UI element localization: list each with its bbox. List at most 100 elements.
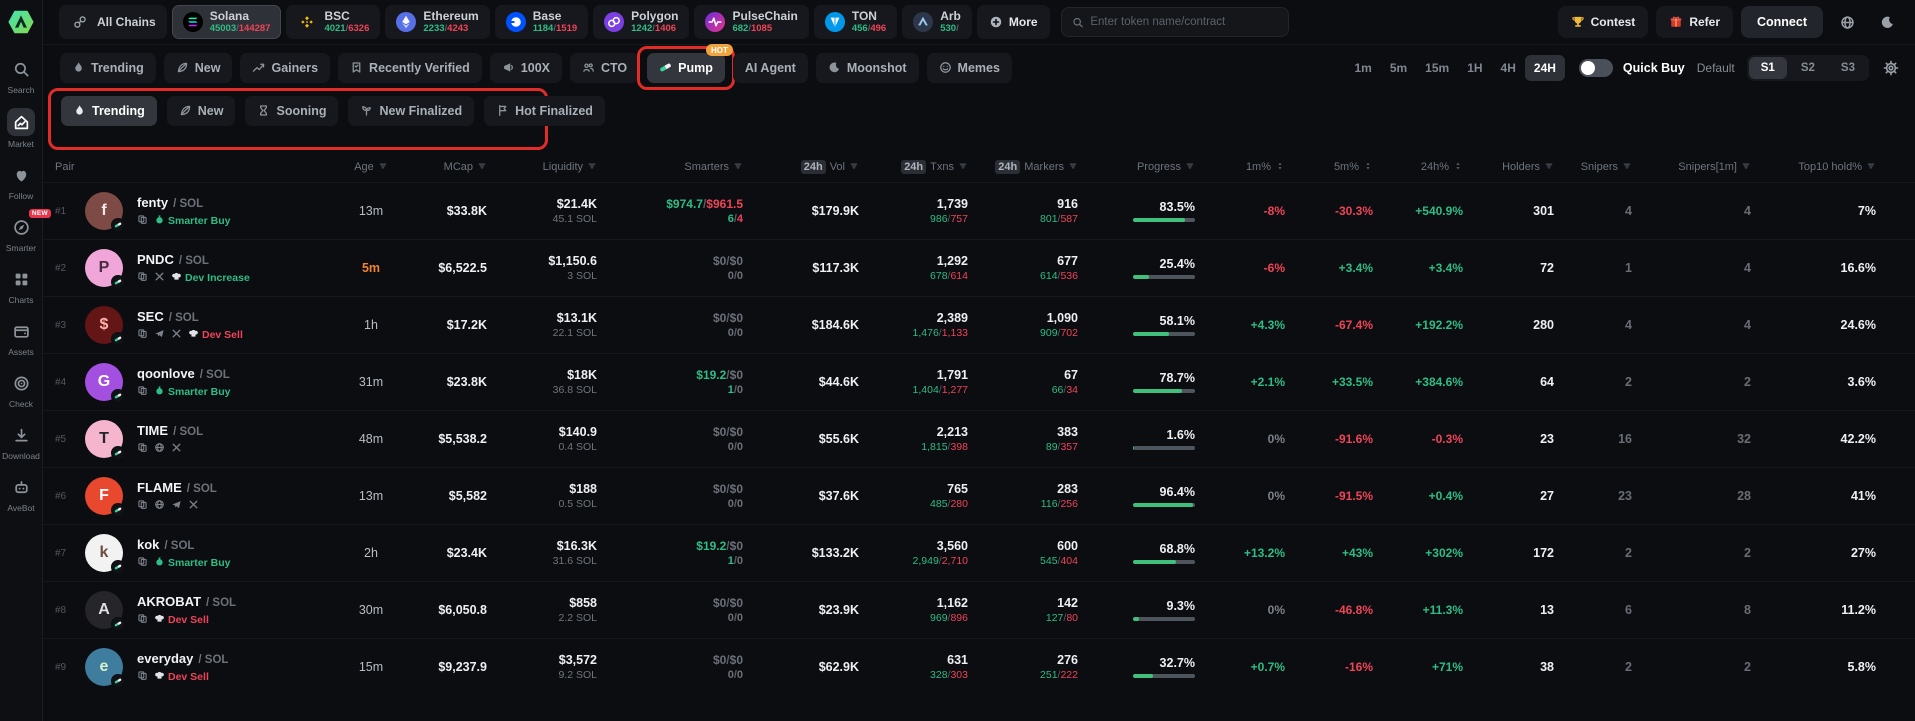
subtab-sooning[interactable]: Sooning xyxy=(245,96,339,126)
chain-tab-arb[interactable]: Arb 530/ xyxy=(902,5,972,39)
timeframe-15m[interactable]: 15m xyxy=(1425,61,1450,75)
token-avatar[interactable]: P xyxy=(85,249,137,289)
token-links[interactable]: Dev Sell xyxy=(137,328,337,341)
token-avatar[interactable]: $ xyxy=(85,306,137,346)
sidebar-item-check[interactable]: Check xyxy=(2,370,40,409)
sidebar-item-follow[interactable]: Follow xyxy=(2,162,40,201)
copy-icon[interactable] xyxy=(137,442,148,455)
token-name[interactable]: qoonlove xyxy=(137,366,195,382)
copy-icon[interactable] xyxy=(137,328,148,341)
language-button[interactable] xyxy=(1831,6,1863,38)
copy-icon[interactable] xyxy=(137,271,148,284)
token-links[interactable]: Dev Increase xyxy=(137,271,337,284)
token-links[interactable]: Smarter Buy xyxy=(137,214,337,227)
ave-logo-icon[interactable] xyxy=(7,8,35,36)
tab-moonshot[interactable]: Moonshot xyxy=(815,53,919,83)
filter-funnel-icon[interactable] xyxy=(1544,161,1554,173)
contest-button[interactable]: Contest xyxy=(1557,6,1649,38)
column-header-smarters[interactable]: Smarters xyxy=(597,161,743,173)
speed-preset-s1[interactable]: S1 xyxy=(1748,57,1787,79)
timeframe-1h[interactable]: 1H xyxy=(1467,61,1483,75)
token-links[interactable] xyxy=(137,499,337,512)
column-header-snipers[interactable]: Snipers xyxy=(1554,161,1632,173)
x-icon[interactable] xyxy=(188,499,199,512)
subtab-trending[interactable]: Trending xyxy=(61,96,157,126)
tg-icon[interactable] xyxy=(154,328,165,341)
search-input[interactable] xyxy=(1090,16,1278,28)
speed-preset-s2[interactable]: S2 xyxy=(1800,62,1815,74)
table-row[interactable]: #7 k kok / SOL Smarter Buy 2h $23.4K $16… xyxy=(43,524,1915,581)
token-name[interactable]: kok xyxy=(137,537,160,553)
token-avatar[interactable]: A xyxy=(85,591,137,631)
subtab-new-finalized[interactable]: New Finalized xyxy=(348,96,475,126)
more-chains-button[interactable]: More xyxy=(976,5,1050,39)
speed-preset-s3[interactable]: S3 xyxy=(1840,62,1855,74)
chain-tab-bsc[interactable]: BSC 4021/6326 xyxy=(286,5,381,39)
web-icon[interactable] xyxy=(154,499,165,512)
token-avatar[interactable]: G xyxy=(85,363,137,403)
column-header-age[interactable]: Age xyxy=(337,161,405,173)
column-header-mcap[interactable]: MCap xyxy=(405,161,487,173)
sort-arrows-icon[interactable] xyxy=(1275,161,1285,173)
token-name[interactable]: fenty xyxy=(137,195,169,211)
token-avatar[interactable]: F xyxy=(85,477,137,517)
filter-funnel-icon[interactable] xyxy=(1185,161,1195,173)
default-preset-label[interactable]: Default xyxy=(1696,61,1735,75)
token-avatar[interactable]: f xyxy=(85,192,137,232)
filter-funnel-icon[interactable] xyxy=(958,161,968,173)
copy-icon[interactable] xyxy=(137,385,148,398)
token-name[interactable]: SEC xyxy=(137,309,164,325)
tab-ai-agent[interactable]: AI Agent xyxy=(732,53,808,83)
chain-tab-ethereum[interactable]: Ethereum 2233/4243 xyxy=(385,5,490,39)
filter-funnel-icon[interactable] xyxy=(1741,161,1751,173)
sidebar-item-download[interactable]: Download xyxy=(2,422,40,461)
x-icon[interactable] xyxy=(171,328,182,341)
filter-funnel-icon[interactable] xyxy=(378,161,388,173)
filter-funnel-icon[interactable] xyxy=(477,161,487,173)
token-links[interactable] xyxy=(137,442,337,455)
column-header-markers[interactable]: 24h Markers xyxy=(968,160,1078,174)
sort-arrows-icon[interactable] xyxy=(1453,161,1463,173)
table-row[interactable]: #4 G qoonlove / SOL Smarter Buy 31m $23.… xyxy=(43,353,1915,410)
copy-icon[interactable] xyxy=(137,556,148,569)
sidebar-item-search[interactable]: Search xyxy=(2,56,40,95)
copy-icon[interactable] xyxy=(137,670,148,683)
column-header-snipers-1m-[interactable]: Snipers[1m] xyxy=(1632,161,1751,173)
column-header-5m-[interactable]: 5m% xyxy=(1285,161,1373,173)
filter-funnel-icon[interactable] xyxy=(1622,161,1632,173)
filter-funnel-icon[interactable] xyxy=(733,161,743,173)
token-links[interactable]: Smarter Buy xyxy=(137,556,337,569)
tab-cto[interactable]: CTO xyxy=(570,53,640,83)
token-avatar[interactable]: T xyxy=(85,420,137,460)
theme-toggle-button[interactable] xyxy=(1871,6,1903,38)
sidebar-item-smarter[interactable]: NEW Smarter xyxy=(2,209,51,253)
subtab-new[interactable]: New xyxy=(166,96,236,126)
token-name[interactable]: everyday xyxy=(137,651,194,667)
token-search[interactable] xyxy=(1060,7,1289,37)
token-avatar[interactable]: e xyxy=(85,648,137,688)
table-row[interactable]: #9 e everyday / SOL Dev Sell 15m $9,237.… xyxy=(43,638,1915,695)
column-header-liquidity[interactable]: Liquidity xyxy=(487,161,597,173)
subtab-hot-finalized[interactable]: Hot Finalized xyxy=(484,96,605,126)
chain-tab-all-chains[interactable]: All Chains xyxy=(59,5,167,39)
chain-tab-polygon[interactable]: Polygon 1242/1406 xyxy=(593,5,690,39)
x-icon[interactable] xyxy=(154,271,165,284)
chain-tab-base[interactable]: Base 1184/1519 xyxy=(494,5,589,39)
column-header-24h-[interactable]: 24h% xyxy=(1373,161,1463,173)
timeframe-5m[interactable]: 5m xyxy=(1389,61,1408,75)
token-links[interactable]: Smarter Buy xyxy=(137,385,337,398)
copy-icon[interactable] xyxy=(137,613,148,626)
token-name[interactable]: TIME xyxy=(137,423,169,439)
token-links[interactable]: Dev Sell xyxy=(137,670,337,683)
column-header-pair[interactable]: Pair xyxy=(55,161,337,173)
tab-trending[interactable]: Trending xyxy=(60,53,156,83)
table-row[interactable]: #3 $ SEC / SOL Dev Sell 1h $17.2K $13.1K… xyxy=(43,296,1915,353)
table-row[interactable]: #1 f fenty / SOL Smarter Buy 13m $33.8K … xyxy=(43,182,1915,239)
settings-gear-icon[interactable] xyxy=(1883,60,1899,76)
chain-tab-solana[interactable]: Solana 45003/144287 xyxy=(171,5,282,39)
tab-100x[interactable]: 100X xyxy=(489,53,562,83)
token-name[interactable]: AKROBAT xyxy=(137,594,202,610)
timeframe-4h[interactable]: 4H xyxy=(1500,61,1516,75)
table-row[interactable]: #8 A AKROBAT / SOL Dev Sell 30m $6,050.8… xyxy=(43,581,1915,638)
chain-tab-ton[interactable]: TON 456/496 xyxy=(813,5,898,39)
